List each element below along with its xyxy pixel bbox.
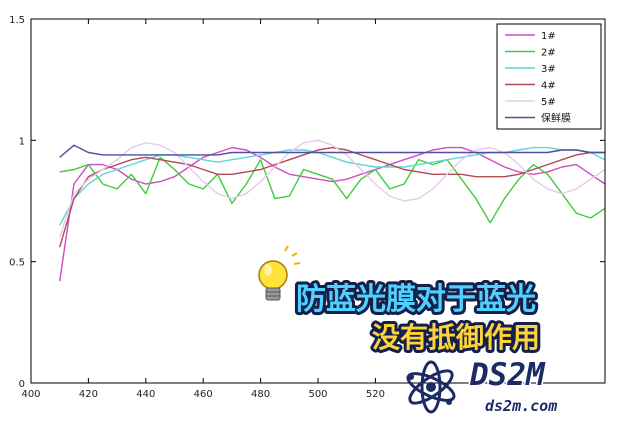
legend-label-6: 保鲜膜 xyxy=(541,112,571,125)
banner-line-1: 防蓝光膜对于蓝光 xyxy=(296,282,536,317)
series-line-2 xyxy=(59,156,606,224)
legend-label-1: 1# xyxy=(541,31,556,42)
x-tick-label: 440 xyxy=(136,389,155,400)
axes-layer: 400 420 440 460 480 500 520 0 0.5 1 1.5 xyxy=(9,15,606,400)
y-tick-label: 1.5 xyxy=(9,15,25,26)
legend-label-5: 5# xyxy=(541,97,556,108)
atom-icon xyxy=(406,360,456,414)
y-tick-label: 1 xyxy=(19,136,25,147)
lightbulb-icon xyxy=(258,245,301,301)
watermark-url: ds2m.com xyxy=(485,397,557,415)
watermark-logo-text: DS2M xyxy=(469,357,546,393)
y-tick-label: 0 xyxy=(19,379,25,390)
series-line-4 xyxy=(59,146,605,248)
x-tick-label: 420 xyxy=(79,389,98,400)
legend-box xyxy=(496,23,602,130)
x-tick-label: 500 xyxy=(308,389,327,400)
y-tick-label: 0.5 xyxy=(9,258,25,269)
x-tick-label: 400 xyxy=(21,389,40,400)
series-line-5 xyxy=(59,139,606,238)
x-tick-label: 520 xyxy=(366,389,385,400)
banner-overlay: 防蓝光膜对于蓝光 没有抵御作用 xyxy=(258,245,543,357)
x-tick-label: 480 xyxy=(251,389,270,400)
series-line-6 xyxy=(59,144,605,158)
legend: 1# 2# 3# 4# 5# 保鲜膜 xyxy=(496,23,602,130)
series-layer xyxy=(59,139,606,282)
watermark: DS2M ds2m.com xyxy=(406,356,559,416)
x-tick-label: 460 xyxy=(194,389,213,400)
banner-line-2: 没有抵御作用 xyxy=(372,321,540,354)
legend-label-3: 3# xyxy=(541,64,556,75)
legend-label-2: 2# xyxy=(541,48,556,59)
legend-label-4: 4# xyxy=(541,81,556,92)
